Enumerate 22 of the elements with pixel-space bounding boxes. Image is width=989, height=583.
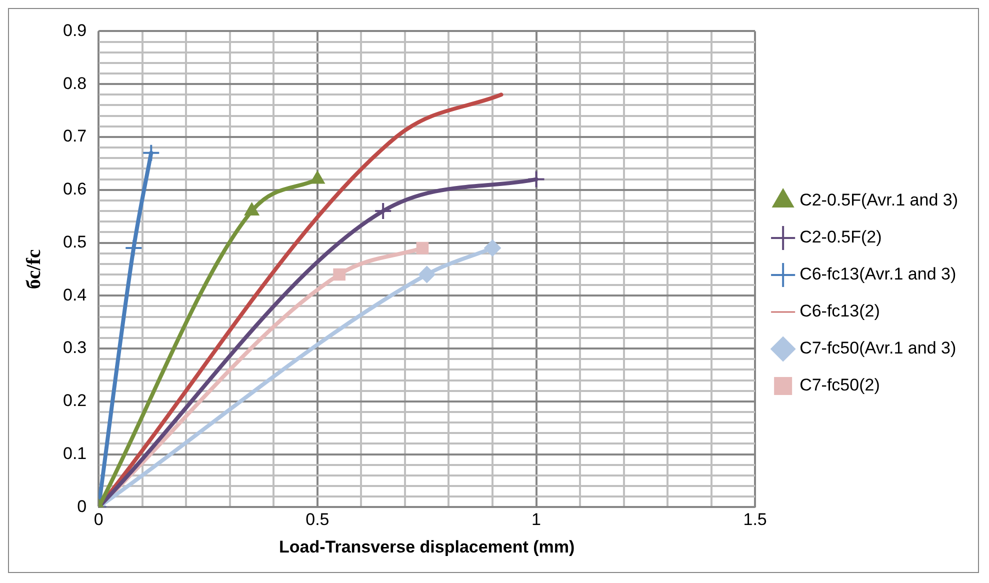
legend-label: C7-fc50(2) bbox=[800, 376, 880, 395]
y-tick-label: 0.9 bbox=[62, 20, 87, 40]
y-tick-label: 0.1 bbox=[62, 444, 87, 463]
x-axis-title: Load-Transverse displacement (mm) bbox=[278, 537, 575, 556]
x-tick-label: 0.5 bbox=[306, 510, 330, 530]
legend-label: C2-0.5F(Avr.1 and 3) bbox=[800, 190, 958, 210]
x-tick-label: 0 bbox=[94, 510, 104, 530]
y-tick-label: 0 bbox=[77, 496, 87, 516]
legend-label: C6-fc13(Avr.1 and 3) bbox=[800, 264, 956, 284]
y-tick-label: 0.8 bbox=[62, 74, 87, 93]
y-tick-label: 0.3 bbox=[62, 338, 87, 358]
legend-label: C7-fc50(Avr.1 and 3) bbox=[800, 338, 956, 358]
y-tick-label: 0.5 bbox=[62, 232, 87, 252]
x-tick-label: 1.5 bbox=[743, 510, 767, 530]
y-tick-label: 0.7 bbox=[62, 126, 87, 146]
y-tick-label: 0.2 bbox=[62, 391, 87, 410]
legend-label: C6-fc13(2) bbox=[800, 302, 880, 321]
x-tick-label: 1 bbox=[532, 510, 541, 530]
y-axis-title: бc/fc bbox=[23, 249, 46, 290]
legend-label: C2-0.5F(2) bbox=[800, 228, 882, 247]
y-tick-label: 0.4 bbox=[62, 285, 87, 304]
y-tick-label: 0.6 bbox=[62, 180, 87, 199]
